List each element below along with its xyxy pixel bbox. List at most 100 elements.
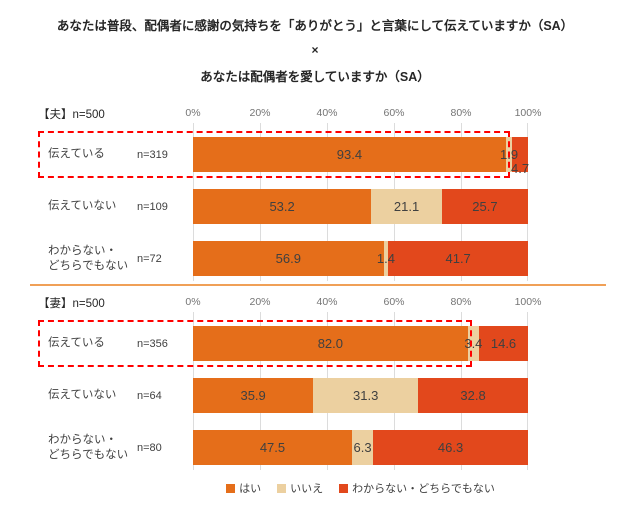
- row-label: 伝えている n=356: [38, 336, 193, 351]
- axis-tick: 40%: [316, 296, 338, 308]
- legend-label-yes: はい: [239, 483, 262, 495]
- category-label: 伝えている: [48, 148, 105, 161]
- bar-row-wife-tsutaeteiru: 伝えている n=356 82.0 3.4 14.6: [38, 320, 598, 367]
- bar-segment-no: 1.4: [377, 241, 395, 276]
- axis-tick: 60%: [383, 107, 405, 119]
- value-label: 53.2: [269, 199, 295, 214]
- bar-segment-unknown: 14.6: [479, 326, 528, 361]
- value-label: 56.9: [275, 251, 301, 266]
- bar-segment-no: 31.3: [313, 378, 419, 413]
- wife-plot: 伝えている n=356 82.0 3.4 14.6 伝えていない n=64 35…: [38, 312, 598, 470]
- chart-title: あなたは普段、配偶者に感謝の気持ちを「ありがとう」と言葉にして伝えていますか（S…: [0, 0, 630, 85]
- stacked-bar: 53.2 21.1 25.7: [193, 189, 528, 224]
- bar-segment-unknown: 4.7: [511, 137, 529, 176]
- value-label: 46.3: [437, 440, 464, 455]
- title-cross: ×: [311, 43, 319, 57]
- axis-tick: 80%: [450, 107, 472, 119]
- value-label: 1.9: [500, 147, 519, 162]
- axis-tick: 100%: [514, 107, 542, 119]
- axis-tick: 40%: [316, 107, 338, 119]
- value-label: 25.7: [472, 199, 498, 214]
- value-label: 47.5: [259, 440, 286, 455]
- axis-tick: 0%: [185, 107, 201, 119]
- title-line-2: あなたは配偶者を愛していますか（SA）: [200, 70, 430, 84]
- section-divider: [30, 284, 606, 286]
- bar-row-husband-tsutaeteinai: 伝えていない n=109 53.2 21.1 25.7: [38, 189, 598, 224]
- wife-section: 【妻】n=500 0% 20% 40% 60% 80% 100% 伝えている n…: [38, 294, 598, 470]
- legend-label-unknown: わからない・どちらでもない: [352, 483, 495, 495]
- bar-segment-yes: 35.9: [193, 378, 314, 413]
- x-axis-husband: 0% 20% 40% 60% 80% 100%: [185, 107, 541, 120]
- axis-tick: 0%: [185, 296, 201, 308]
- bar-segment-yes: 56.9: [193, 241, 384, 276]
- sample-size: n=80: [137, 441, 162, 454]
- bar-row-husband-tsutaeteiru: 伝えている n=319 93.4 1.9 4.7: [38, 131, 598, 178]
- bar-segment-no: 6.3: [351, 430, 374, 465]
- category-label: 伝えていない: [48, 389, 117, 402]
- value-label: 1.4: [376, 251, 395, 266]
- husband-section: 【夫】n=500 0% 20% 40% 60% 80% 100% 伝えている n…: [38, 105, 598, 281]
- value-label: 21.1: [393, 199, 420, 214]
- value-label: 31.3: [353, 388, 379, 403]
- stacked-bar: 93.4 1.9 4.7: [193, 137, 529, 176]
- category-label: わからない・ どちらでもない: [48, 244, 129, 272]
- x-axis-wife: 0% 20% 40% 60% 80% 100%: [185, 296, 541, 309]
- legend-label-no: いいえ: [290, 483, 324, 495]
- legend: はい いいえ わからない・どちらでもない: [193, 480, 528, 496]
- value-label: 6.3: [353, 440, 372, 455]
- stacked-bar: 47.5 6.3 46.3: [193, 430, 529, 465]
- legend-swatch-yes: [226, 483, 236, 493]
- row-label: 伝えている n=319: [38, 147, 193, 162]
- value-label: 82.0: [317, 336, 343, 351]
- legend-item-yes: はい: [226, 480, 261, 496]
- stacked-bar: 82.0 3.4 14.6: [193, 326, 528, 361]
- axis-tick: 20%: [249, 107, 271, 119]
- value-label: 41.7: [445, 251, 471, 266]
- bar-segment-unknown: 32.8: [418, 378, 528, 413]
- sample-size: n=109: [137, 200, 168, 213]
- sample-size: n=356: [137, 337, 168, 350]
- row-label: 伝えていない n=109: [38, 199, 193, 214]
- sample-size: n=319: [137, 148, 168, 161]
- value-label: 14.6: [490, 336, 517, 351]
- row-label: 伝えていない n=64: [38, 388, 193, 403]
- value-label: 3.4: [464, 336, 483, 351]
- sample-size: n=72: [137, 252, 162, 265]
- bar-segment-unknown: 25.7: [441, 189, 528, 224]
- legend-swatch-unknown: [339, 483, 349, 493]
- bar-segment-yes: 82.0: [193, 326, 468, 361]
- category-label: 伝えていない: [48, 200, 117, 213]
- axis-tick: 80%: [450, 296, 472, 308]
- bar-segment-unknown: 46.3: [373, 430, 529, 465]
- bar-row-wife-wakaranai: わからない・ どちらでもない n=80 47.5 6.3 46.3: [38, 430, 598, 465]
- value-label: 35.9: [240, 388, 266, 403]
- bar-segment-yes: 93.4: [193, 137, 506, 172]
- bar-row-wife-tsutaeteinai: 伝えていない n=64 35.9 31.3 32.8: [38, 378, 598, 413]
- sample-size: n=64: [137, 389, 162, 402]
- legend-swatch-no: [277, 483, 287, 493]
- category-label: わからない・ どちらでもない: [48, 433, 129, 461]
- row-label: わからない・ どちらでもない n=72: [38, 244, 193, 274]
- row-label: わからない・ どちらでもない n=80: [38, 433, 193, 463]
- title-line-1: あなたは普段、配偶者に感謝の気持ちを「ありがとう」と言葉にして伝えていますか（S…: [56, 19, 574, 33]
- value-label: 4.7: [511, 161, 530, 176]
- bar-segment-unknown: 41.7: [388, 241, 528, 276]
- legend-item-unknown: わからない・どちらでもない: [339, 480, 495, 496]
- stacked-bar: 35.9 31.3 32.8: [193, 378, 528, 413]
- bar-row-husband-wakaranai: わからない・ どちらでもない n=72 56.9 1.4 41.7: [38, 241, 598, 276]
- wife-section-header: 【妻】n=500: [38, 298, 105, 310]
- axis-tick: 20%: [249, 296, 271, 308]
- value-label: 32.8: [460, 388, 486, 403]
- bar-segment-no: 21.1: [371, 189, 442, 224]
- husband-section-header: 【夫】n=500: [38, 109, 105, 121]
- axis-tick: 100%: [514, 296, 542, 308]
- bar-segment-yes: 53.2: [193, 189, 372, 224]
- bar-segment-yes: 47.5: [193, 430, 352, 465]
- axis-tick: 60%: [383, 296, 405, 308]
- value-label: 93.4: [336, 147, 363, 162]
- category-label: 伝えている: [48, 337, 105, 350]
- stacked-bar: 56.9 1.4 41.7: [193, 241, 528, 276]
- bar-segment-no: 3.4: [464, 326, 482, 361]
- husband-plot: 伝えている n=319 93.4 1.9 4.7 伝えていない n=109 53…: [38, 123, 598, 281]
